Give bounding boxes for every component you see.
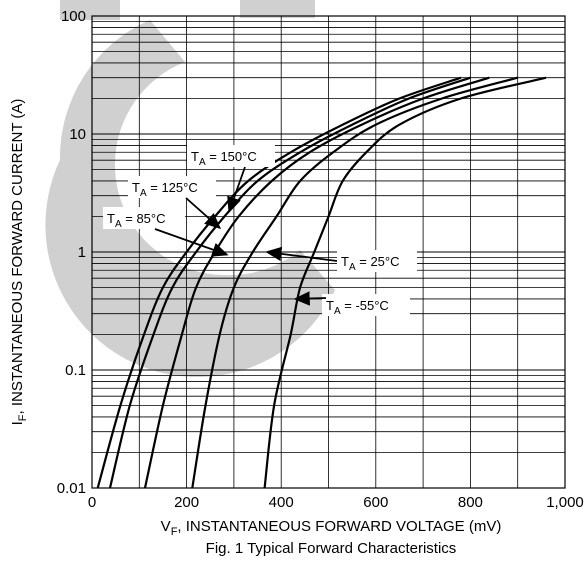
annotation-box	[103, 207, 185, 229]
figure-caption: Fig. 1 Typical Forward Characteristics	[206, 540, 457, 557]
annotation-label: TA = 25°C	[341, 254, 400, 273]
series-line-4	[263, 76, 547, 489]
plot-grid	[92, 16, 565, 489]
plot-frame	[91, 15, 566, 489]
x-tick-label: 1,000	[546, 494, 584, 511]
x-axis-label: VF, INSTANTANEOUS FORWARD VOLTAGE (mV)	[161, 518, 502, 538]
y-tick-label: 10	[69, 126, 86, 143]
annotation-label: TA = -55°C	[326, 298, 389, 317]
y-tick-label: 100	[61, 8, 86, 25]
series-line-1	[108, 76, 471, 489]
y-tick-label: 0.1	[65, 362, 86, 379]
annotation-arrow	[185, 197, 222, 230]
annotation-arrow	[293, 291, 327, 306]
annotation-arrow	[265, 246, 338, 262]
y-tick-label: 0.01	[57, 480, 86, 497]
x-tick-label: 600	[363, 494, 388, 511]
annotation-box	[128, 176, 216, 198]
annotation-box	[187, 145, 275, 167]
y-axis-label: IF, INSTANTANEOUS FORWARD CURRENT (A)	[9, 99, 29, 426]
annotation-arrow	[154, 228, 229, 257]
annotation-arrow	[227, 166, 246, 214]
tick-labels: 0 200 400 600 800 1,000 0.01 0.1 1 10 100	[57, 8, 584, 511]
y-tick-label: 1	[78, 244, 86, 261]
annotation-layer: TA = 150°C TA = 125°C TA = 85°C TA = 25°C TA…	[103, 145, 417, 317]
annotation-label: TA = 85°C	[107, 211, 166, 230]
series-line-2	[143, 76, 490, 489]
x-tick-label: 0	[88, 494, 96, 511]
annotation-label: TA = 150°C	[191, 149, 257, 168]
annotation-label: TA = 125°C	[132, 180, 198, 199]
plot-axes	[91, 15, 566, 489]
x-tick-label: 400	[269, 494, 294, 511]
series-layer	[96, 76, 547, 489]
x-tick-label: 200	[174, 494, 199, 511]
series-line-3	[191, 76, 518, 489]
annotation-box	[322, 294, 410, 316]
annotation-box	[337, 250, 417, 272]
x-tick-label: 800	[458, 494, 483, 511]
